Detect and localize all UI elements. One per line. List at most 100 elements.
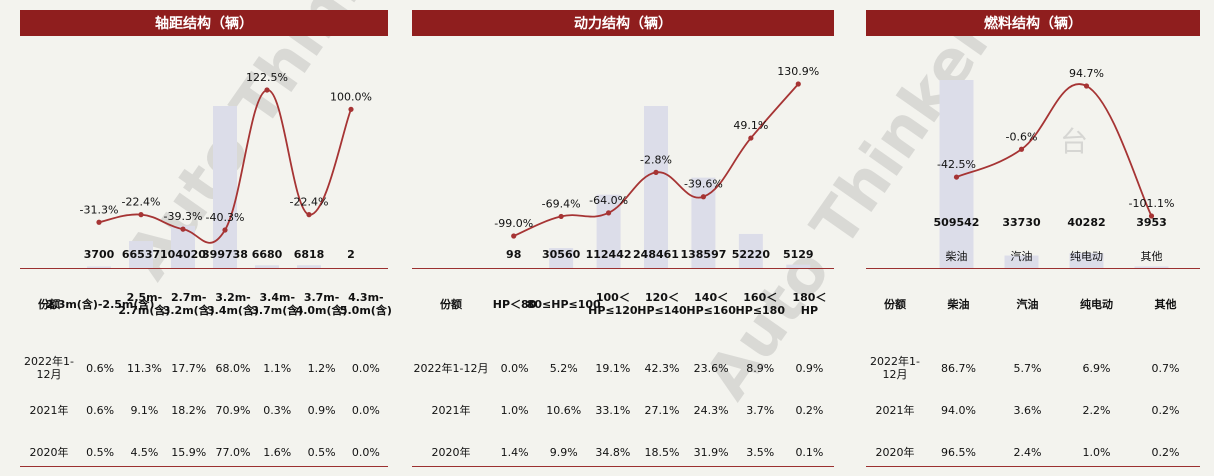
table-header-cell: 其他 bbox=[1154, 297, 1177, 311]
table-header-cell: 120＜HP≤140 bbox=[637, 291, 687, 317]
table-cell: 9.9% bbox=[549, 445, 578, 459]
line-label: -31.3% bbox=[80, 203, 119, 216]
line-label: 130.9% bbox=[777, 65, 819, 78]
category-label: 纯电动 bbox=[1070, 250, 1103, 263]
bar-value-label: 6680 bbox=[252, 248, 283, 261]
line-label: -101.1% bbox=[1129, 197, 1175, 210]
table-row-label: 2021年 bbox=[29, 403, 69, 417]
table-header-cell: 2.7m-3.2m(含) bbox=[162, 291, 215, 317]
watermark-char: 台 bbox=[1060, 125, 1089, 158]
table-cell: 3.7% bbox=[746, 403, 775, 417]
table-header-label: 份额 bbox=[38, 297, 60, 311]
line-label: 49.1% bbox=[733, 119, 768, 132]
line-point bbox=[653, 169, 659, 175]
line-label: -39.3% bbox=[164, 210, 203, 223]
table-cell: 96.5% bbox=[941, 445, 976, 459]
table-cell: 68.0% bbox=[215, 361, 251, 375]
fuel-table: 份额 柴油 汽油 纯电动 其他 2022年1-12月 86.7% 5.7% 6.9% 0.7% 20… bbox=[866, 269, 1200, 465]
bar bbox=[939, 80, 974, 268]
bar-value-label: 399738 bbox=[202, 248, 248, 261]
bar bbox=[738, 233, 763, 268]
line-label: -69.4% bbox=[542, 197, 581, 210]
bar bbox=[213, 106, 237, 268]
table-header-cell: 140＜HP≤160 bbox=[686, 291, 736, 317]
table-cell: 0.5% bbox=[307, 445, 336, 459]
line-point bbox=[558, 213, 564, 220]
table-cell: 0.2% bbox=[1151, 403, 1180, 417]
bar bbox=[87, 266, 111, 268]
fuel-chart: -42.5% -0.6% 94.7% -101.1% 509542 33730 40282 3… bbox=[934, 67, 1175, 268]
table-cell: 8.9% bbox=[746, 361, 775, 375]
category-label: 柴油 bbox=[946, 249, 968, 263]
table-cell: 77.0% bbox=[215, 445, 251, 459]
table-cell: 0.7% bbox=[1151, 361, 1180, 375]
table-cell: 1.2% bbox=[307, 361, 336, 375]
line-label: -0.6% bbox=[1006, 130, 1038, 143]
line-point bbox=[1148, 213, 1155, 219]
table-cell: 70.9% bbox=[215, 403, 251, 417]
line-label: 122.5% bbox=[246, 71, 288, 84]
category-label: 汽油 bbox=[1011, 249, 1033, 263]
bar bbox=[1069, 253, 1104, 268]
bar-value-label: 3700 bbox=[84, 248, 115, 261]
table-cell: 5.2% bbox=[549, 361, 578, 375]
wheelbase-table-top-rule bbox=[20, 268, 388, 269]
line-label: -39.6% bbox=[684, 178, 723, 191]
table-row-label: 2020年 bbox=[431, 445, 471, 459]
table-cell: 2.4% bbox=[1013, 445, 1042, 459]
table-row-label: 2022年1-12月 bbox=[413, 361, 489, 375]
line-label: -22.4% bbox=[290, 196, 329, 209]
table-header-cell: 纯电动 bbox=[1080, 297, 1113, 311]
bar-value-label: 30560 bbox=[542, 248, 581, 261]
fuel-table-top-rule bbox=[866, 268, 1200, 269]
table-header-cell: 180＜HP bbox=[792, 291, 827, 317]
table-header-cell: 160＜HP≤180 bbox=[735, 291, 785, 317]
table-cell: 33.1% bbox=[595, 403, 631, 417]
growth-line bbox=[956, 83, 1153, 217]
table-cell: 0.9% bbox=[795, 361, 824, 375]
bar-value-label: 248461 bbox=[633, 248, 679, 261]
line-point bbox=[795, 81, 801, 87]
table-cell: 3.6% bbox=[1013, 403, 1042, 417]
table-cell: 11.3% bbox=[126, 361, 162, 375]
line-point bbox=[306, 212, 312, 218]
table-cell: 0.0% bbox=[351, 445, 380, 459]
line-label: -42.5% bbox=[937, 158, 976, 171]
bar-value-label: 98 bbox=[506, 248, 521, 261]
table-cell: 1.0% bbox=[500, 403, 529, 417]
bar-value-label: 66537 bbox=[122, 248, 160, 261]
table-header-cell: 汽油 bbox=[1016, 297, 1039, 311]
table-header-cell: HP＜80 bbox=[492, 297, 537, 311]
bar-value-label: 5129 bbox=[783, 248, 814, 261]
table-row-label: 2020年 bbox=[875, 445, 915, 459]
table-header-cell: 柴油 bbox=[947, 297, 970, 311]
table-header-cell: 2.5m-2.7m(含) bbox=[118, 291, 171, 317]
line-point bbox=[264, 87, 270, 93]
table-row-label: 2020年 bbox=[29, 445, 69, 459]
bar-value-label: 40282 bbox=[1067, 216, 1105, 229]
power-table-top-rule bbox=[412, 268, 834, 269]
table-cell: 17.7% bbox=[171, 361, 207, 375]
table-cell: 5.7% bbox=[1013, 361, 1042, 375]
table-cell: 0.2% bbox=[795, 403, 824, 417]
table-header-cell: 3.2m-3.4m(含) bbox=[206, 291, 259, 317]
table-header-cell: 80≤HP≤100 bbox=[526, 297, 601, 311]
table-cell: 9.1% bbox=[130, 403, 159, 417]
table-cell: 0.9% bbox=[307, 403, 336, 417]
line-label: -64.0% bbox=[589, 194, 628, 207]
bar-value-label: 509542 bbox=[934, 216, 980, 229]
table-row-label: 2021年 bbox=[431, 403, 471, 417]
table-row-label: 2022年1-12月 bbox=[870, 355, 920, 381]
wheelbase-table-bottom-rule bbox=[20, 466, 388, 467]
table-cell: 34.8% bbox=[595, 445, 631, 459]
wheelbase-title: 轴距结构（辆） bbox=[20, 10, 388, 36]
table-cell: 0.3% bbox=[263, 403, 292, 417]
line-point bbox=[700, 194, 707, 200]
table-cell: 4.5% bbox=[130, 445, 159, 459]
bar bbox=[1004, 255, 1039, 268]
line-label: -22.4% bbox=[122, 196, 161, 209]
wheelbase-table: 份额 2.3m(含)-2.5m(含) 2.5m-2.7m(含) 2.7m-3.2m(含… bbox=[20, 269, 392, 465]
table-cell: 31.9% bbox=[693, 445, 729, 459]
line-point bbox=[348, 106, 354, 112]
line-point bbox=[1018, 146, 1025, 152]
